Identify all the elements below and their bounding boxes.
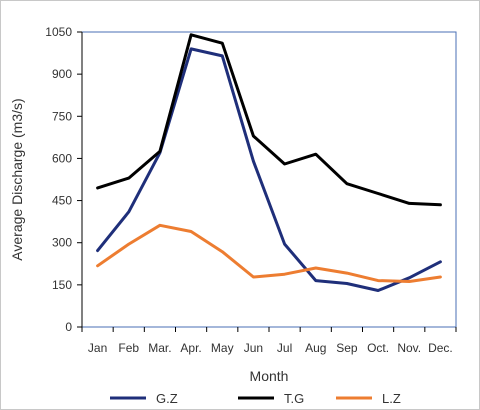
x-tick-label: Apr.: [180, 341, 201, 355]
x-tick-label: Aug: [305, 341, 326, 355]
legend-item: L.Z: [336, 391, 401, 406]
x-axis-title: Month: [250, 368, 289, 384]
y-tick-label: 600: [52, 151, 72, 165]
legend: G.Z T.G L.Z: [110, 391, 401, 406]
y-tick-label: 300: [52, 236, 72, 250]
series-lines: [96, 33, 442, 292]
x-tick-label: Mar.: [148, 341, 171, 355]
y-tick-label: 0: [65, 320, 72, 334]
x-tick-label: Nov.: [397, 341, 421, 355]
y-tick-label: 1050: [45, 25, 72, 39]
x-tick-label: Jul: [277, 341, 292, 355]
x-tick-label: May: [211, 341, 234, 355]
x-tick-label: Oct.: [367, 341, 389, 355]
legend-label: L.Z: [382, 391, 401, 406]
x-axis: Jan Feb Mar. Apr. May Jun Jul Aug Sep Oct. Nov. Dec…: [81, 327, 457, 355]
x-tick-label: Feb: [118, 341, 139, 355]
series-line-g-z: [96, 47, 442, 292]
y-tick-label: 150: [52, 278, 72, 292]
x-tick-label: Jan: [88, 341, 107, 355]
series-line-t-g: [96, 33, 442, 207]
y-tick-label: 450: [52, 194, 72, 208]
y-axis-title: Average Discharge (m3/s): [9, 98, 25, 260]
legend-label: T.G: [284, 391, 304, 406]
x-tick-label: Dec.: [428, 341, 453, 355]
legend-item: T.G: [238, 391, 304, 406]
x-tick-label: Jun: [244, 341, 263, 355]
y-axis: 0 150 300 450 600 750 900 1050: [45, 25, 82, 334]
x-tick-label: Sep: [336, 341, 358, 355]
legend-label: G.Z: [156, 391, 178, 406]
legend-item: G.Z: [110, 391, 178, 406]
series-line-l-z: [96, 223, 442, 283]
y-tick-label: 750: [52, 109, 72, 123]
y-tick-label: 900: [52, 67, 72, 81]
